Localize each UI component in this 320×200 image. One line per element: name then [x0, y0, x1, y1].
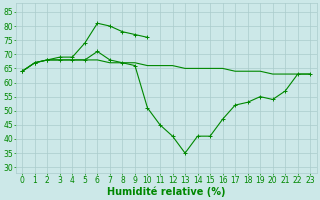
X-axis label: Humidité relative (%): Humidité relative (%) — [107, 186, 226, 197]
